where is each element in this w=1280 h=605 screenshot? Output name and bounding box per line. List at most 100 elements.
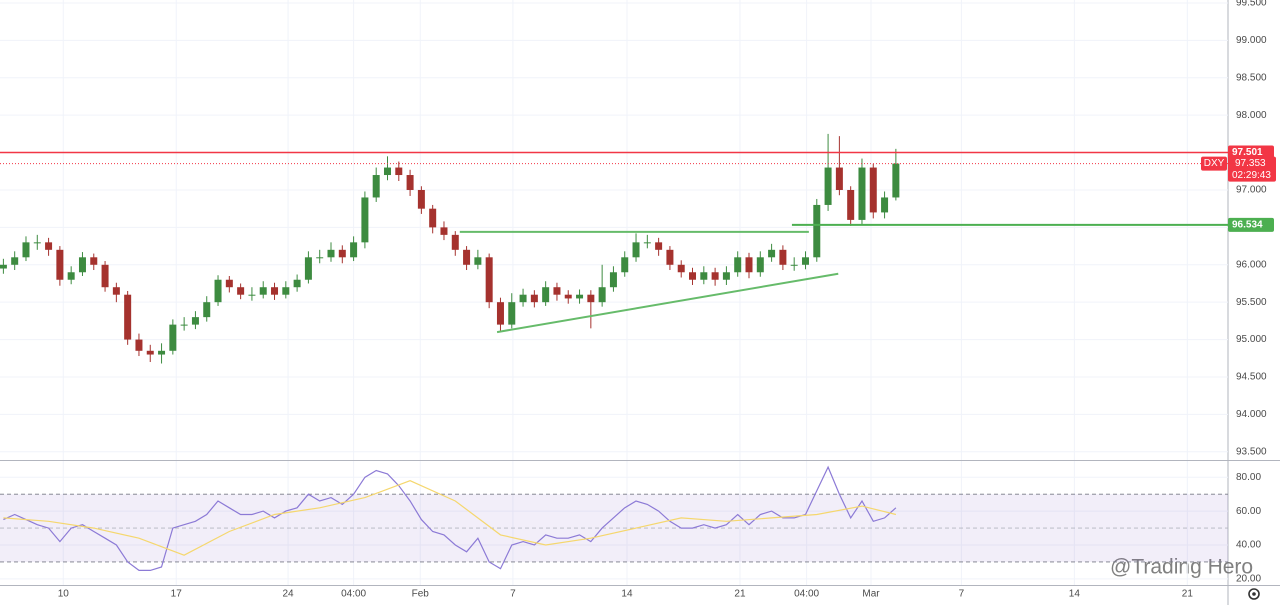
y-tick-label: 99.500 [1236, 0, 1267, 9]
candle-body [22, 242, 30, 258]
candle-body [237, 287, 245, 295]
candle-body [259, 287, 267, 295]
candle-body [101, 264, 109, 288]
candle-body [429, 208, 437, 228]
candle-body [700, 272, 708, 280]
candle-body [361, 197, 369, 243]
gear-ring [1248, 588, 1260, 600]
candle-body [892, 163, 900, 198]
candle-body [835, 167, 843, 190]
level-tag [1228, 217, 1274, 232]
candle-body [530, 294, 538, 303]
candle-body [440, 227, 448, 235]
x-tick-label: 04:00 [794, 589, 819, 600]
candle-body [542, 287, 550, 303]
candle-body [395, 167, 403, 176]
candle-body [417, 189, 425, 209]
candle-body [67, 272, 75, 280]
candle-body [689, 272, 697, 280]
x-tick-label: 24 [283, 589, 295, 600]
candle-body [248, 294, 256, 296]
symbol-tag [1201, 156, 1227, 171]
symbol-label: DXY [1204, 158, 1225, 169]
candle-body [406, 175, 414, 190]
candle-body [655, 242, 663, 250]
x-tick-label: 7 [959, 589, 965, 600]
candle-body [0, 264, 7, 269]
candle-body [293, 279, 301, 288]
candle-body [745, 257, 753, 273]
y-tick-label: 96.000 [1236, 259, 1267, 270]
x-tick-label: 7 [510, 589, 516, 600]
candle-body [225, 279, 233, 288]
y-tick-label: 97.000 [1236, 185, 1267, 196]
countdown-label: 02:29:43 [1232, 170, 1271, 181]
candle-body [779, 249, 787, 265]
candle-body [553, 287, 561, 295]
candle-body [372, 175, 380, 198]
candle-body [677, 264, 685, 273]
candle-body [643, 242, 651, 244]
candle-body [881, 197, 889, 213]
candle-body [485, 257, 493, 303]
x-tick-label: 10 [58, 589, 70, 600]
candle-body [722, 272, 730, 280]
candle-body [33, 242, 41, 244]
candle-body [180, 324, 188, 326]
candle-body [564, 294, 572, 299]
x-tick-label: Feb [412, 589, 430, 600]
candle-body [56, 249, 64, 280]
candle-body [282, 287, 290, 295]
x-tick-label: 04:00 [341, 589, 366, 600]
candle-body [496, 302, 504, 325]
rsi-line [3, 465, 897, 571]
candle-body [508, 302, 516, 325]
candle-body [45, 242, 53, 250]
y-tick-label: 20.00 [1236, 574, 1261, 585]
y-tick-label: 98.500 [1236, 72, 1267, 83]
y-tick-label: 93.500 [1236, 446, 1267, 457]
candle-body [598, 287, 606, 303]
candle-body [813, 204, 821, 258]
x-tick-label: 21 [1182, 589, 1194, 600]
candle-body [768, 249, 776, 258]
candle-body [158, 350, 166, 355]
candle-body [734, 257, 742, 273]
x-tick-label: 17 [171, 589, 183, 600]
y-tick-label: 60.00 [1236, 506, 1261, 517]
y-tick-label: 40.00 [1236, 540, 1261, 551]
candle-body [587, 294, 595, 303]
candle-body [666, 249, 674, 265]
rsi-average [3, 480, 897, 556]
x-tick-label: Mar [862, 589, 880, 600]
trend-line [496, 272, 839, 334]
candle-body [847, 189, 855, 220]
candle-body [146, 350, 154, 355]
candle-body [78, 257, 86, 273]
candle-body [801, 257, 809, 265]
candle-body [519, 294, 527, 303]
candle-body [383, 167, 391, 176]
candle-body [214, 279, 222, 303]
candle-body [338, 249, 346, 258]
level-label: 97.501 [1232, 147, 1263, 158]
candle-body [135, 339, 143, 351]
last-price-label: 97.353 [1235, 158, 1266, 169]
last-price-tag [1228, 156, 1276, 182]
candle-body [869, 167, 877, 213]
candle-body [191, 317, 199, 325]
x-tick-label: 14 [621, 589, 633, 600]
candle-body [316, 257, 324, 259]
candle-body [609, 272, 617, 288]
watermark: @Trading Hero [1110, 556, 1253, 579]
level-tag [1228, 145, 1274, 160]
candle-body [169, 324, 177, 351]
candle-body [711, 272, 719, 280]
candle-body [304, 257, 312, 280]
candle-body [824, 167, 832, 205]
settings-icon[interactable] [1248, 588, 1260, 600]
candle-body [858, 167, 866, 220]
y-tick-label: 94.000 [1236, 409, 1267, 420]
candle-body [203, 302, 211, 318]
